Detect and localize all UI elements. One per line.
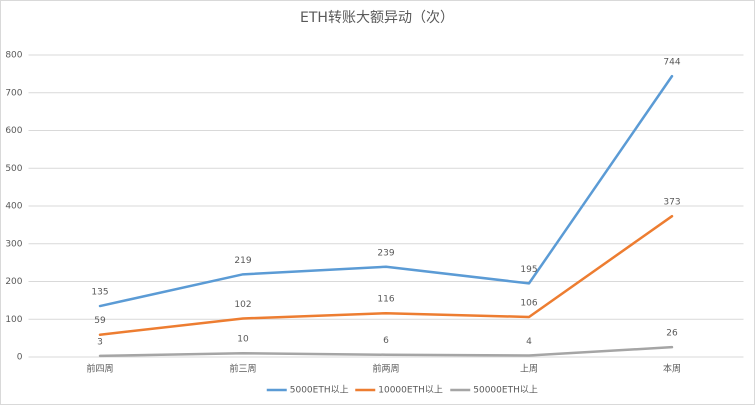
x-tick-label: 上周 xyxy=(520,364,538,375)
legend-label: 10000ETH以上 xyxy=(378,385,443,396)
y-tick-label: 300 xyxy=(5,239,22,249)
y-tick-label: 800 xyxy=(5,51,22,61)
data-label: 10 xyxy=(237,335,249,345)
y-tick-label: 500 xyxy=(5,164,22,174)
data-label: 239 xyxy=(377,248,394,258)
y-tick-label: 100 xyxy=(5,315,22,325)
series-line xyxy=(98,74,674,308)
data-label: 3 xyxy=(97,337,103,347)
data-label: 102 xyxy=(234,300,251,310)
chart-title: ETH转账大额异动（次） xyxy=(300,10,454,26)
data-label: 6 xyxy=(383,336,389,346)
data-label: 4 xyxy=(526,337,532,347)
legend-label: 50000ETH以上 xyxy=(473,385,538,396)
data-label: 106 xyxy=(520,298,537,308)
series-line xyxy=(98,214,674,336)
data-label: 744 xyxy=(663,58,680,68)
data-label: 59 xyxy=(94,316,106,326)
data-label: 373 xyxy=(663,198,680,208)
y-tick-label: 0 xyxy=(17,353,23,363)
y-tick-label: 600 xyxy=(5,126,22,136)
legend-label: 5000ETH以上 xyxy=(290,385,349,396)
y-tick-label: 700 xyxy=(5,88,22,98)
data-label: 135 xyxy=(91,288,108,298)
series-line xyxy=(98,345,674,358)
x-tick-label: 前三周 xyxy=(229,363,256,375)
data-label: 195 xyxy=(520,265,537,275)
data-label: 116 xyxy=(377,295,394,305)
data-label: 26 xyxy=(666,329,678,339)
x-tick-label: 前四周 xyxy=(86,363,113,375)
x-tick-label: 本周 xyxy=(663,363,681,375)
x-tick-label: 前两周 xyxy=(372,363,399,375)
data-label: 219 xyxy=(234,256,251,266)
y-tick-label: 400 xyxy=(5,202,22,212)
y-tick-label: 200 xyxy=(5,277,22,287)
